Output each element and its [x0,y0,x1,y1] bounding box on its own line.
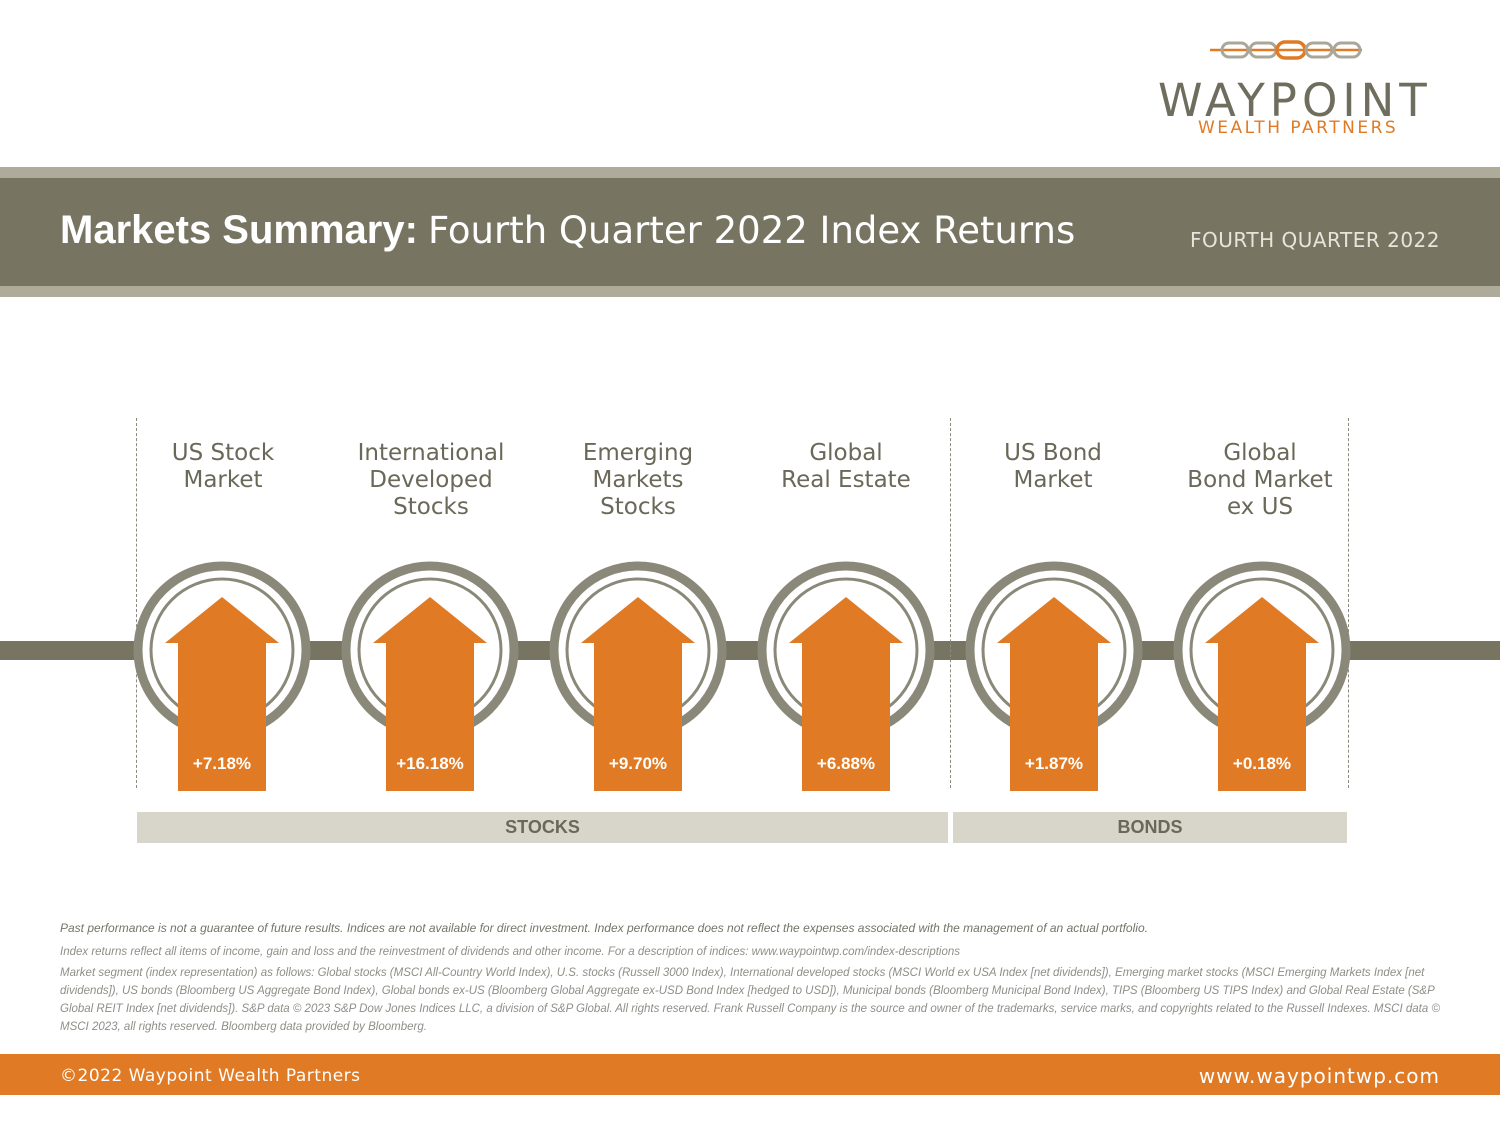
waypoint-logo: WAYPOINT WEALTH PARTNERS [1150,38,1430,138]
up-arrow-icon [165,597,279,791]
chain-links-icon [1210,40,1362,60]
group-bonds: BONDS [953,812,1347,843]
header-band-top [0,167,1500,178]
divider-left [136,418,137,788]
period-label: FOURTH QUARTER 2022 [1190,228,1440,252]
header-band-bottom [0,286,1500,297]
divider-middle [950,418,951,788]
return-marker: +0.18% [1173,561,1351,791]
return-value: +16.18% [396,754,464,773]
disclaimer-index-returns: Index returns reflect all items of incom… [60,946,961,958]
logo-name: WAYPOINT [1158,74,1432,127]
category-label-global-bond: Global Bond Market ex US [1187,440,1333,520]
return-marker: +9.70% [549,561,727,791]
footer-bar [0,1054,1500,1095]
disclaimer-performance: Past performance is not a guarantee of f… [60,921,1148,935]
return-marker: +16.18% [341,561,519,791]
group-stocks: STOCKS [137,812,948,843]
page-title: Markets Summary: Fourth Quarter 2022 Inde… [60,208,1075,253]
return-value: +0.18% [1233,754,1291,773]
return-value: +7.18% [193,754,251,773]
category-label-real-estate: Global Real Estate [781,440,911,493]
up-arrow-icon [997,597,1111,791]
category-label-intl-developed: International Developed Stocks [357,440,505,520]
return-value: +6.88% [817,754,875,773]
return-marker: +6.88% [757,561,935,791]
return-marker: +7.18% [133,561,311,791]
category-label-us-bond: US Bond Market [1004,440,1102,493]
header-band [0,178,1500,286]
return-value: +1.87% [1025,754,1083,773]
up-arrow-icon [581,597,695,791]
return-marker: +1.87% [965,561,1143,791]
footer-website[interactable]: www.waypointwp.com [1198,1064,1440,1088]
category-label-us-stock: US Stock Market [171,440,275,493]
disclaimer-market-segments: Market segment (index representation) as… [60,967,1440,1033]
title-rest: Fourth Quarter 2022 Index Returns [427,209,1076,252]
up-arrow-icon [1205,597,1319,791]
up-arrow-icon [789,597,903,791]
up-arrow-icon [373,597,487,791]
category-label-emerging: Emerging Markets Stocks [582,440,694,520]
divider-right [1348,418,1349,788]
footer-copyright: ©2022 Waypoint Wealth Partners [60,1066,361,1086]
return-value: +9.70% [609,754,667,773]
title-bold: Markets Summary: [60,208,418,252]
logo-tagline: WEALTH PARTNERS [1198,118,1399,138]
